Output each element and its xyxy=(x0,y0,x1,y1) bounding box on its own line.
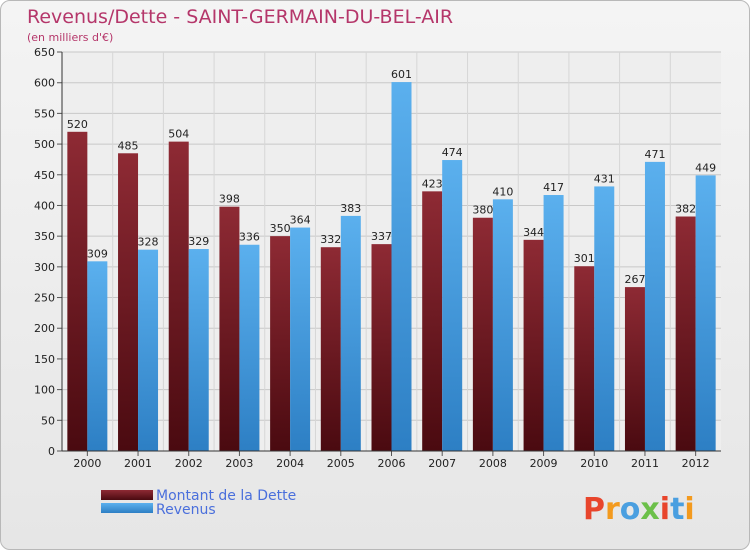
y-tick-label: 550 xyxy=(34,107,55,120)
value-label: 267 xyxy=(624,273,645,286)
value-label: 398 xyxy=(219,193,240,206)
bar-dette xyxy=(371,244,392,451)
value-label: 410 xyxy=(492,185,513,198)
value-label: 350 xyxy=(270,222,291,235)
bar-dette xyxy=(270,236,291,451)
value-label: 423 xyxy=(422,177,443,190)
value-label: 301 xyxy=(574,252,595,265)
bars xyxy=(67,82,716,452)
x-tick-label: 2001 xyxy=(124,457,152,470)
x-tick-label: 2002 xyxy=(175,457,203,470)
value-label: 336 xyxy=(239,231,260,244)
x-tick-label: 2000 xyxy=(73,457,101,470)
y-tick-label: 100 xyxy=(34,384,55,397)
legend-label-dette: Montant de la Dette xyxy=(156,488,296,504)
bar-revenus xyxy=(543,195,564,451)
bar-dette xyxy=(574,266,595,451)
legend-swatch-revenus xyxy=(101,503,153,513)
axes: 0 50 100 150 200 250 300 350 400 450 500 550 600 650 2… xyxy=(34,46,721,470)
bar-revenus xyxy=(290,227,311,451)
bar-dette xyxy=(67,131,88,452)
bar-revenus xyxy=(239,244,260,451)
legend: Montant de la Dette Revenus xyxy=(101,488,296,518)
bar-revenus xyxy=(188,249,209,451)
bar-dette xyxy=(523,239,544,451)
bar-dette xyxy=(118,153,139,452)
bar-revenus xyxy=(492,199,513,451)
chart-subtitle: (en milliers d'€) xyxy=(27,31,113,44)
legend-label-revenus: Revenus xyxy=(156,502,216,518)
y-tick-label: 500 xyxy=(34,138,55,151)
bar-dette xyxy=(168,141,189,452)
x-tick-label: 2007 xyxy=(428,457,456,470)
y-tick-label: 150 xyxy=(34,353,55,366)
chart-title: Revenus/Dette - SAINT-GERMAIN-DU-BEL-AIR xyxy=(27,6,453,28)
bar-dette xyxy=(624,287,645,451)
value-label: 332 xyxy=(320,233,341,246)
value-label: 431 xyxy=(594,172,615,185)
y-tick-label: 450 xyxy=(34,169,55,182)
value-label: 417 xyxy=(543,181,564,194)
y-tick-label: 600 xyxy=(34,77,55,90)
bar-dette xyxy=(320,247,341,451)
bar-revenus xyxy=(340,215,361,451)
y-tick-label: 50 xyxy=(41,414,55,427)
value-label: 520 xyxy=(67,118,88,131)
y-tick-label: 0 xyxy=(48,445,55,458)
bar-revenus xyxy=(442,160,463,451)
value-label: 471 xyxy=(644,148,665,161)
bar-revenus xyxy=(138,249,159,451)
value-label: 383 xyxy=(340,202,361,215)
x-tick-label: 2012 xyxy=(682,457,710,470)
y-tick-label: 300 xyxy=(34,261,55,274)
x-tick-label: 2006 xyxy=(378,457,406,470)
bar-dette xyxy=(472,217,493,451)
x-tick-label: 2010 xyxy=(580,457,608,470)
bar-revenus xyxy=(391,82,412,451)
proxiti-logo: Proxiti xyxy=(583,492,695,527)
legend-swatch-dette xyxy=(101,490,153,500)
bar-revenus xyxy=(594,186,615,451)
x-tick-label: 2005 xyxy=(327,457,355,470)
value-label: 364 xyxy=(290,214,311,227)
bar-dette xyxy=(219,206,240,451)
bar-dette xyxy=(675,216,696,451)
value-label: 382 xyxy=(675,203,696,216)
x-tick-label: 2004 xyxy=(276,457,304,470)
value-label: 504 xyxy=(168,128,189,141)
value-label: 344 xyxy=(523,226,544,239)
x-tick-label: 2009 xyxy=(530,457,558,470)
bar-revenus xyxy=(695,175,716,452)
value-label: 485 xyxy=(118,139,139,152)
x-tick-label: 2008 xyxy=(479,457,507,470)
y-tick-label: 200 xyxy=(34,322,55,335)
value-label: 309 xyxy=(87,247,108,260)
value-label: 601 xyxy=(391,68,412,81)
value-label: 329 xyxy=(188,235,209,248)
x-tick-label: 2003 xyxy=(225,457,253,470)
value-label: 337 xyxy=(371,230,392,243)
x-tick-label: 2011 xyxy=(631,457,659,470)
y-tick-label: 400 xyxy=(34,199,55,212)
value-label: 449 xyxy=(695,161,716,174)
bar-revenus xyxy=(87,261,108,451)
value-label: 328 xyxy=(138,236,159,249)
y-tick-label: 250 xyxy=(34,292,55,305)
value-label: 474 xyxy=(442,146,463,159)
value-label: 380 xyxy=(472,204,493,217)
bar-dette xyxy=(422,191,443,451)
y-tick-label: 650 xyxy=(34,46,55,59)
y-tick-label: 350 xyxy=(34,230,55,243)
bar-revenus xyxy=(644,161,665,451)
